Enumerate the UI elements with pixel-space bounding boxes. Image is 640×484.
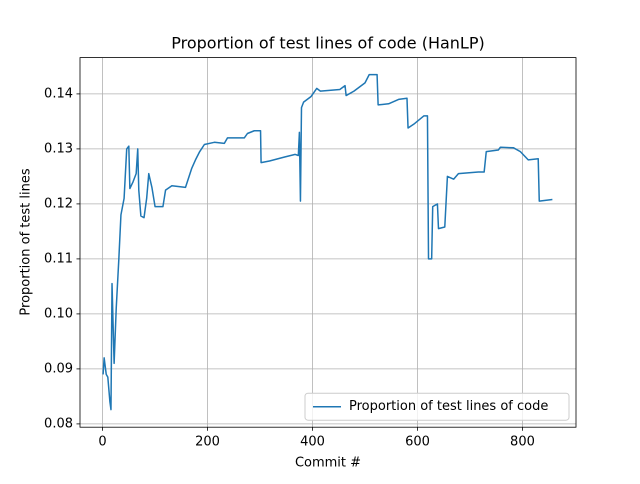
y-tick-label: 0.10 bbox=[44, 306, 73, 321]
legend-box bbox=[304, 392, 570, 421]
plot-frame bbox=[79, 57, 577, 428]
chart-title: Proportion of test lines of code (HanLP) bbox=[171, 34, 484, 53]
x-tick-label: 200 bbox=[195, 435, 220, 450]
x-tick-label: 0 bbox=[98, 435, 106, 450]
y-tick-label: 0.13 bbox=[44, 141, 73, 156]
y-tick-label: 0.11 bbox=[44, 251, 73, 266]
y-tick-label: 0.09 bbox=[44, 361, 73, 376]
y-tick-label: 0.08 bbox=[44, 416, 73, 431]
x-tick-label: 600 bbox=[405, 435, 430, 450]
y-tick-label: 0.12 bbox=[44, 196, 73, 211]
x-tick-label: 800 bbox=[510, 435, 535, 450]
y-axis-label: Proportion of test lines bbox=[19, 168, 34, 315]
x-tick-label: 400 bbox=[300, 435, 325, 450]
legend-label: Proportion of test lines of code bbox=[349, 399, 548, 414]
x-axis-label: Commit # bbox=[295, 456, 361, 471]
data-line bbox=[102, 73, 553, 411]
y-tick-label: 0.14 bbox=[44, 86, 73, 101]
legend: Proportion of test lines of code bbox=[304, 392, 570, 421]
